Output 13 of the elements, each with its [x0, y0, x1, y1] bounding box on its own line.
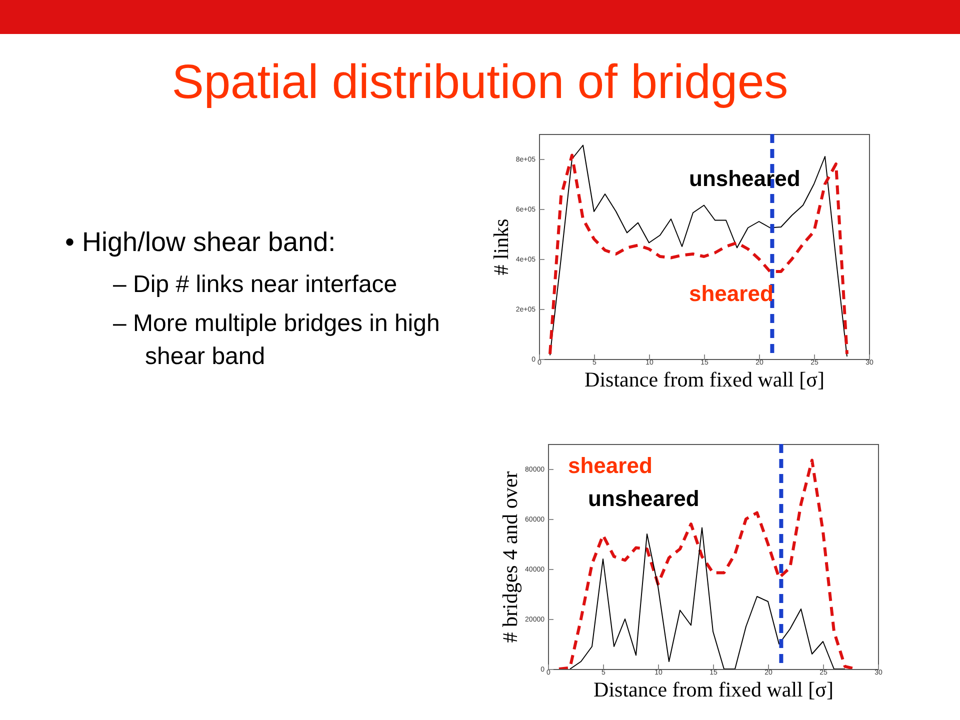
- series-label: sheared: [689, 281, 774, 306]
- series-label: unsheared: [689, 166, 800, 191]
- text: • High/low shear band:: [65, 227, 336, 257]
- text: sheared: [568, 453, 652, 478]
- line-series: [570, 527, 846, 669]
- x-axis-title: Distance from fixed wall [σ]: [594, 678, 834, 702]
- x-axis-title: Distance from fixed wall [σ]: [584, 368, 824, 392]
- y-axis-title: # links: [488, 218, 513, 276]
- text: – Dip # links near interface: [113, 271, 398, 298]
- text: Spatial distribution of bridges: [170, 55, 790, 110]
- y-axis-title: # bridges 4 and over: [498, 471, 522, 643]
- text: – More multiple bridges in high shear band: [113, 309, 441, 372]
- series-label: unsheared: [588, 486, 700, 511]
